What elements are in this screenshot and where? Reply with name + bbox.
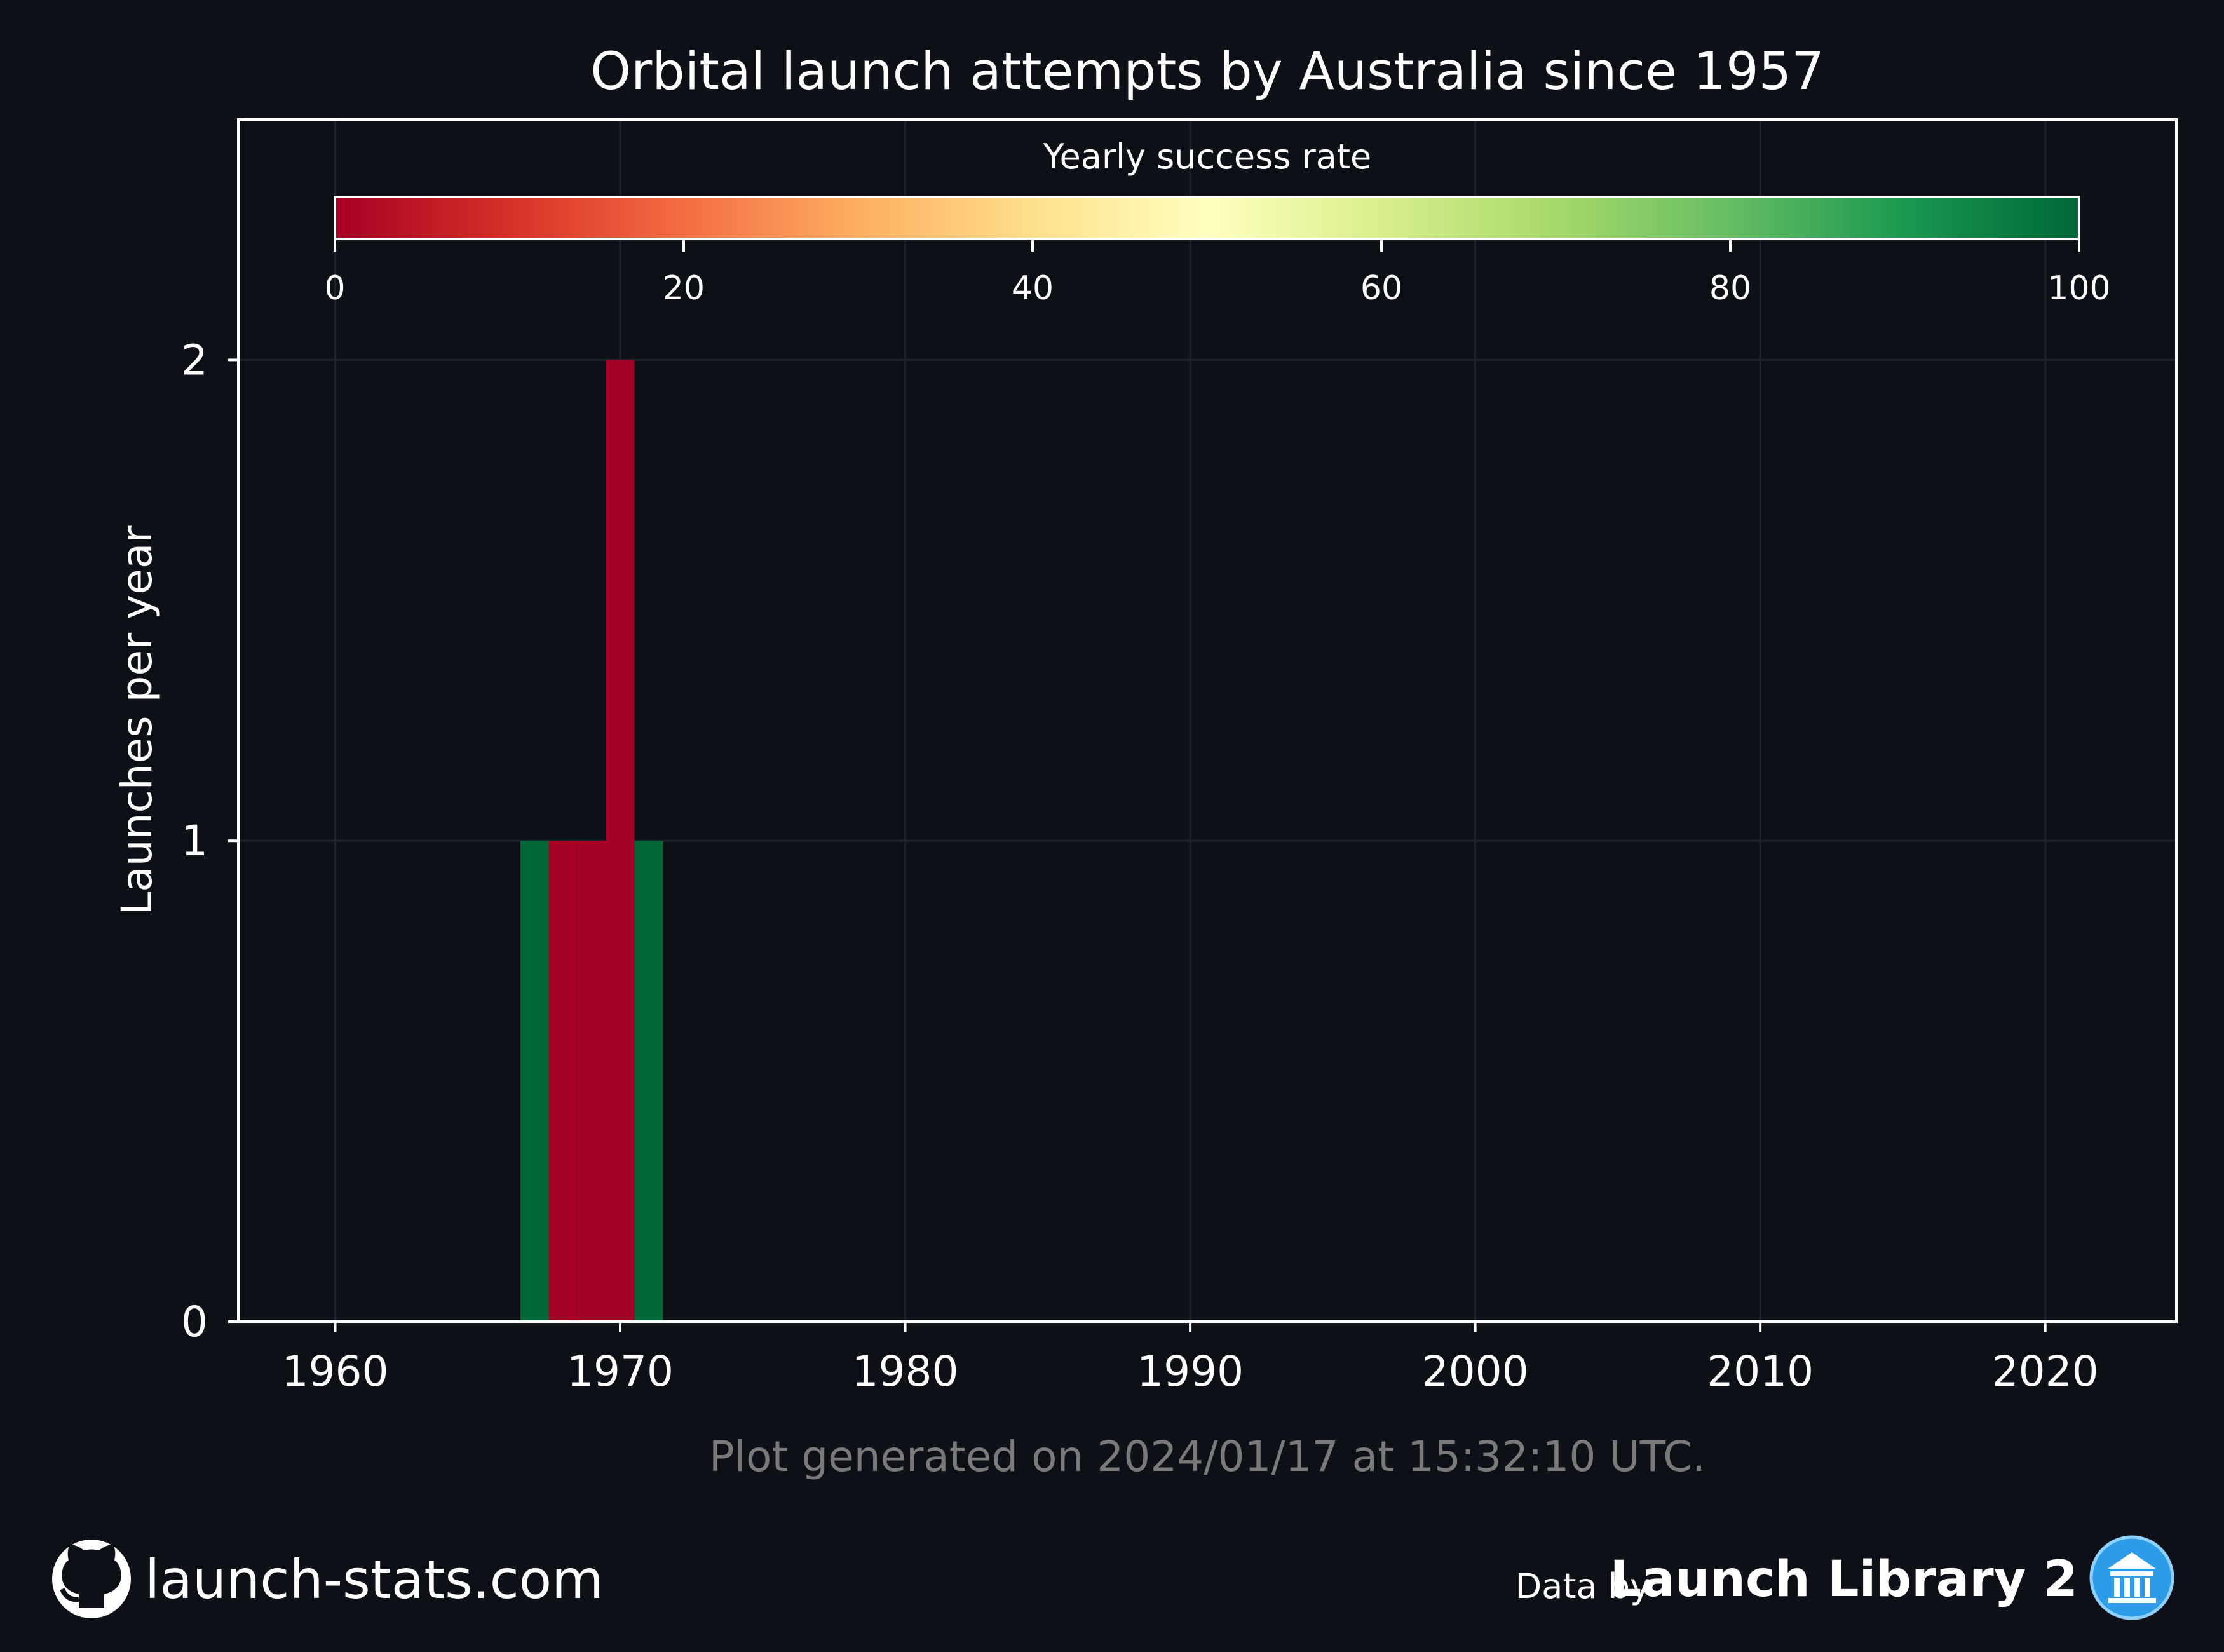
colorbar-tick-label: 80	[1709, 269, 1751, 308]
x-tick-label: 2000	[1422, 1347, 1529, 1396]
y-tick-label: 1	[181, 816, 208, 865]
colorbar-ticks: 0 20 40 60 80 100	[324, 239, 2111, 308]
bar-1971	[634, 841, 663, 1322]
x-tick-label: 2010	[1707, 1347, 1814, 1396]
generated-note: Plot generated on 2024/01/17 at 15:32:10…	[709, 1432, 1705, 1481]
colorbar-tick-label: 40	[1012, 269, 1054, 308]
x-tick-label: 1980	[852, 1347, 959, 1396]
x-tick-label: 2020	[1992, 1347, 2099, 1396]
data-by-label: Data by	[1515, 1566, 1650, 1606]
x-tick-label: 1990	[1137, 1347, 1244, 1396]
bars	[520, 360, 663, 1322]
colorbar-tick-label: 0	[324, 269, 345, 308]
bar-1969	[577, 841, 606, 1322]
x-axis: 1960 1970 1980 1990 2000 2010 2020	[282, 1322, 2099, 1396]
site-link[interactable]: launch-stats.com	[145, 1548, 604, 1611]
x-tick-label: 1960	[282, 1347, 389, 1396]
y-tick-label: 2	[181, 335, 208, 384]
chart-title: Orbital launch attempts by Australia sin…	[590, 42, 1824, 102]
colorbar-tick-label: 100	[2047, 269, 2110, 308]
source-name[interactable]: Launch Library 2	[1610, 1551, 2078, 1608]
launch-library-logo-icon	[2089, 1535, 2174, 1620]
colorbar-label: Yearly success rate	[1043, 137, 1372, 177]
y-axis-label: Launches per year	[112, 525, 161, 916]
plot-frame	[237, 118, 2178, 1323]
x-tick-label: 1970	[567, 1347, 674, 1396]
bar-1967	[520, 841, 549, 1322]
github-icon	[52, 1540, 131, 1618]
colorbar-tick-label: 60	[1360, 269, 1402, 308]
bar-1970	[606, 360, 635, 1322]
colorbar-tick-label: 20	[663, 269, 705, 308]
y-tick-label: 0	[181, 1297, 208, 1346]
colorbar	[334, 196, 2080, 240]
grid	[238, 119, 2176, 1323]
bar-1968	[548, 841, 578, 1322]
y-axis: 0 1 2	[181, 335, 238, 1346]
